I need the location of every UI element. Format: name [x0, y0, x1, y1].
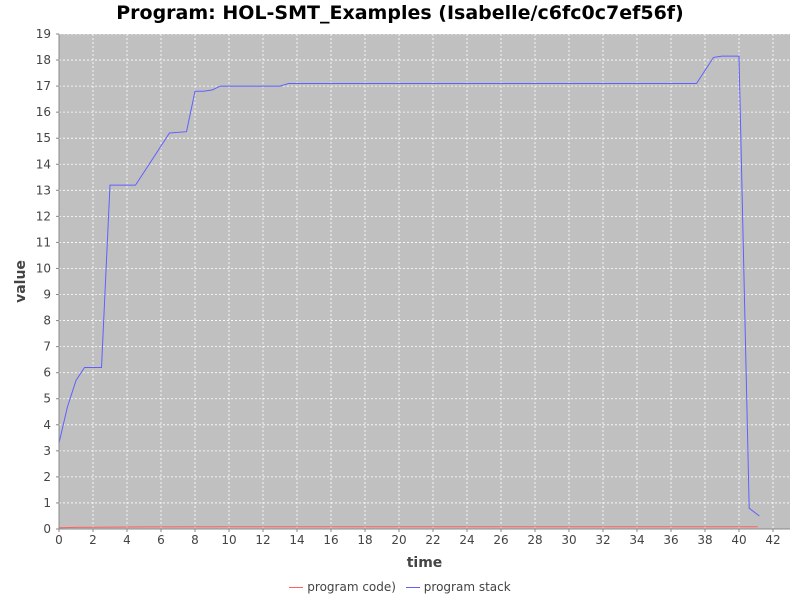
series-line-program-code	[58, 526, 758, 529]
y-tick-label: 8	[43, 314, 51, 328]
y-tick-label: 18	[36, 53, 51, 67]
legend-swatch-program-code	[289, 587, 304, 588]
x-tick-label: 40	[731, 533, 746, 547]
legend-swatch-program-stack	[405, 587, 420, 588]
y-tick-label: 6	[43, 366, 51, 380]
y-tick-label: 13	[36, 183, 51, 197]
y-tick-label: 11	[36, 235, 51, 249]
y-tick-label: 2	[43, 470, 51, 484]
x-tick-label: 8	[191, 533, 199, 547]
x-tick-label: 10	[221, 533, 236, 547]
x-tick-label: 0	[55, 533, 63, 547]
x-tick-label: 22	[425, 533, 440, 547]
legend-item-program-stack: program stack	[405, 580, 511, 594]
x-tick-label: 30	[561, 533, 576, 547]
x-tick-label: 32	[595, 533, 610, 547]
x-tick-label: 34	[629, 533, 644, 547]
x-tick-label: 42	[765, 533, 780, 547]
y-tick-label: 9	[43, 288, 51, 302]
axes	[58, 34, 790, 530]
x-tick-label: 26	[493, 533, 508, 547]
y-tick-label: 4	[43, 418, 51, 432]
legend-label-program-stack: program stack	[423, 580, 511, 594]
y-tick-label: 0	[43, 522, 51, 536]
x-tick-label: 14	[289, 533, 304, 547]
y-tick-label: 3	[43, 444, 51, 458]
y-tick-label: 16	[36, 105, 51, 119]
legend: program code) program stack	[0, 580, 800, 594]
y-axis-label: value	[13, 260, 29, 303]
y-tick-label: 17	[36, 79, 51, 93]
x-axis-label: time	[407, 555, 443, 571]
x-tick-label: 2	[89, 533, 97, 547]
y-tick-label: 5	[43, 392, 51, 406]
x-tick-label: 12	[255, 533, 270, 547]
series-line-program-stack	[58, 55, 760, 517]
plot-background	[59, 34, 790, 529]
x-tick-label: 36	[663, 533, 678, 547]
x-tick-label: 16	[323, 533, 338, 547]
y-tick-label: 14	[36, 157, 51, 171]
legend-item-program-code: program code)	[289, 580, 396, 594]
y-tick-label: 7	[43, 340, 51, 354]
chart-title: Program: HOL-SMT_Examples (Isabelle/c6fc…	[116, 2, 684, 24]
x-tick-label: 20	[391, 533, 406, 547]
y-tick-label: 1	[43, 496, 51, 510]
series-lines	[58, 55, 760, 529]
x-tick-label: 4	[123, 533, 131, 547]
x-tick-label: 28	[527, 533, 542, 547]
x-tick-label: 6	[157, 533, 165, 547]
y-tick-label: 19	[36, 27, 51, 41]
y-tick-label: 12	[36, 209, 51, 223]
y-tick-label: 10	[36, 261, 51, 275]
grid-lines	[58, 33, 790, 530]
x-tick-label: 18	[357, 533, 372, 547]
x-tick-label: 24	[459, 533, 474, 547]
x-tick-label: 38	[697, 533, 712, 547]
legend-label-program-code: program code)	[307, 580, 396, 594]
y-tick-label: 15	[36, 131, 51, 145]
x-axis-ticks: 0 2 4 6 8 10 12 14 16 18 20 22 24 26 28 30 32 34 36 38 40 42	[55, 529, 781, 547]
